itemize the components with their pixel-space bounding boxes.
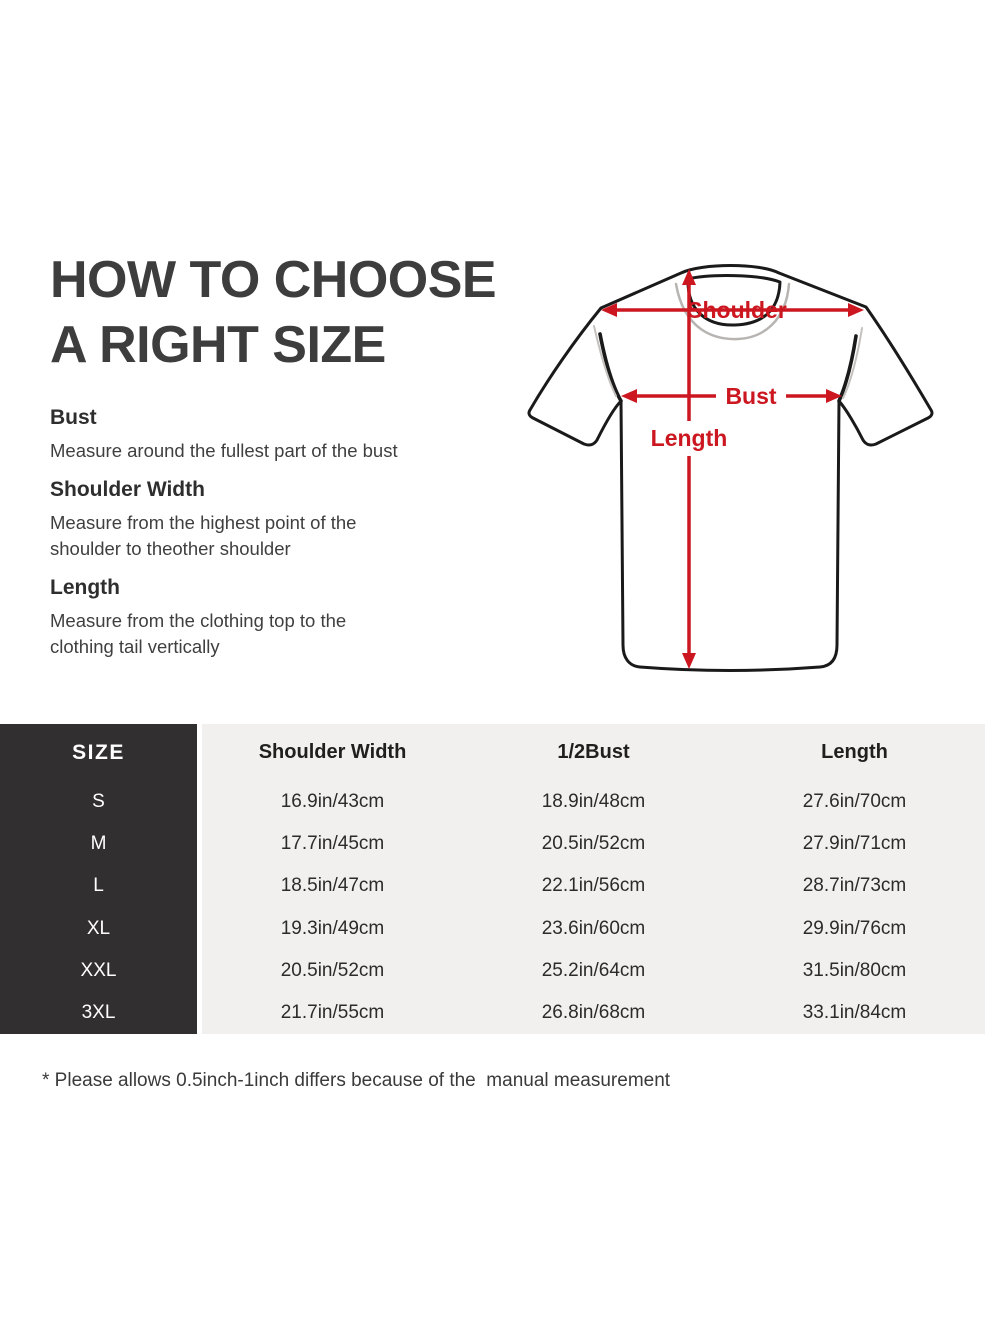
guide-section-bust: Bust Measure around the fullest part of … bbox=[50, 406, 490, 464]
cell-length: 28.7in/73cm bbox=[802, 875, 907, 897]
size-table-measurements: Shoulder Width 1/2Bust Length 16.9in/43c… bbox=[202, 724, 985, 1034]
bust-arrowhead-right bbox=[826, 389, 842, 403]
left-sleeve-fold bbox=[593, 325, 617, 397]
page-title-line1: HOW TO CHOOSE bbox=[50, 251, 497, 309]
shoulder-arrowhead-right bbox=[848, 303, 864, 317]
size-table-size-column: SIZE S M L XL XXL 3XL bbox=[0, 724, 197, 1034]
length-arrowhead-top bbox=[682, 269, 696, 285]
tshirt-diagram: Shoulder Bust Length bbox=[500, 240, 960, 700]
cell-length: 29.9in/76cm bbox=[802, 917, 907, 939]
column-header-shoulder: Shoulder Width bbox=[258, 741, 407, 763]
size-label: M bbox=[90, 833, 107, 855]
table-row: 17.7in/45cm 20.5in/52cm 27.9in/71cm bbox=[202, 823, 985, 865]
guide-section-length: Length Measure from the clothing top to … bbox=[50, 576, 490, 660]
guide-heading: Bust bbox=[50, 406, 97, 429]
table-row: 21.7in/55cm 26.8in/68cm 33.1in/84cm bbox=[202, 992, 985, 1034]
length-arrowhead-bottom bbox=[682, 653, 696, 669]
length-arrow-label: Length bbox=[651, 425, 728, 451]
size-labels: S M L XL XXL 3XL bbox=[0, 781, 197, 1034]
cell-bust: 20.5in/52cm bbox=[541, 833, 646, 855]
cell-shoulder: 16.9in/43cm bbox=[280, 791, 385, 813]
left-armpit-seam bbox=[598, 332, 623, 403]
table-row: 18.5in/47cm 22.1in/56cm 28.7in/73cm bbox=[202, 865, 985, 907]
tshirt-diagram-svg: Shoulder Bust Length bbox=[527, 264, 934, 672]
column-header-bust: 1/2Bust bbox=[557, 741, 630, 763]
size-label: 3XL bbox=[81, 1001, 116, 1023]
column-header-size: SIZE bbox=[72, 740, 125, 764]
cell-length: 33.1in/84cm bbox=[802, 1001, 907, 1023]
cell-length: 27.9in/71cm bbox=[802, 833, 907, 855]
cell-shoulder: 21.7in/55cm bbox=[280, 1001, 385, 1023]
cell-length: 31.5in/80cm bbox=[802, 959, 907, 981]
measure-guide: Bust Measure around the fullest part of … bbox=[50, 406, 490, 674]
guide-body: Measure from the clothing top to the clo… bbox=[50, 610, 347, 657]
cell-shoulder: 17.7in/45cm bbox=[280, 833, 385, 855]
size-label: L bbox=[93, 875, 104, 897]
page-title: HOW TO CHOOSE A RIGHT SIZE bbox=[50, 248, 497, 378]
bust-arrowhead-left bbox=[621, 389, 637, 403]
guide-body: Measure around the fullest part of the b… bbox=[50, 440, 398, 461]
table-row: 20.5in/52cm 25.2in/64cm 31.5in/80cm bbox=[202, 950, 985, 992]
cell-bust: 26.8in/68cm bbox=[541, 1001, 646, 1023]
size-label: XXL bbox=[80, 959, 117, 981]
cell-bust: 23.6in/60cm bbox=[541, 917, 646, 939]
table-body: 16.9in/43cm 18.9in/48cm 27.6in/70cm 17.7in/… bbox=[202, 781, 985, 1034]
cell-shoulder: 19.3in/49cm bbox=[280, 917, 385, 939]
column-header-length: Length bbox=[821, 741, 888, 763]
shoulder-arrowhead-left bbox=[601, 303, 617, 317]
cell-shoulder: 18.5in/47cm bbox=[280, 875, 385, 897]
size-label: XL bbox=[86, 917, 111, 939]
collar-shape bbox=[686, 274, 782, 327]
size-label: S bbox=[92, 791, 105, 813]
cell-length: 27.6in/70cm bbox=[802, 791, 907, 813]
cell-bust: 22.1in/56cm bbox=[541, 875, 646, 897]
guide-heading: Length bbox=[50, 576, 120, 599]
shoulder-arrow-label: Shoulder bbox=[687, 297, 787, 323]
guide-body: Measure from the highest point of the sh… bbox=[50, 512, 357, 559]
right-sleeve-fold bbox=[842, 327, 863, 399]
bust-arrow-label: Bust bbox=[725, 383, 776, 409]
table-header-row: Shoulder Width 1/2Bust Length bbox=[202, 724, 985, 781]
table-row: 16.9in/43cm 18.9in/48cm 27.6in/70cm bbox=[202, 781, 985, 823]
cell-shoulder: 20.5in/52cm bbox=[280, 959, 385, 981]
guide-section-shoulder: Shoulder Width Measure from the highest … bbox=[50, 478, 490, 562]
table-row: 19.3in/49cm 23.6in/60cm 29.9in/76cm bbox=[202, 908, 985, 950]
cell-bust: 18.9in/48cm bbox=[541, 791, 646, 813]
measurement-note: * Please allows 0.5inch-1inch differs be… bbox=[42, 1070, 671, 1091]
tshirt-outline-shape bbox=[527, 264, 934, 672]
guide-heading: Shoulder Width bbox=[50, 478, 205, 501]
page-title-line2: A RIGHT SIZE bbox=[50, 316, 386, 374]
cell-bust: 25.2in/64cm bbox=[541, 959, 646, 981]
